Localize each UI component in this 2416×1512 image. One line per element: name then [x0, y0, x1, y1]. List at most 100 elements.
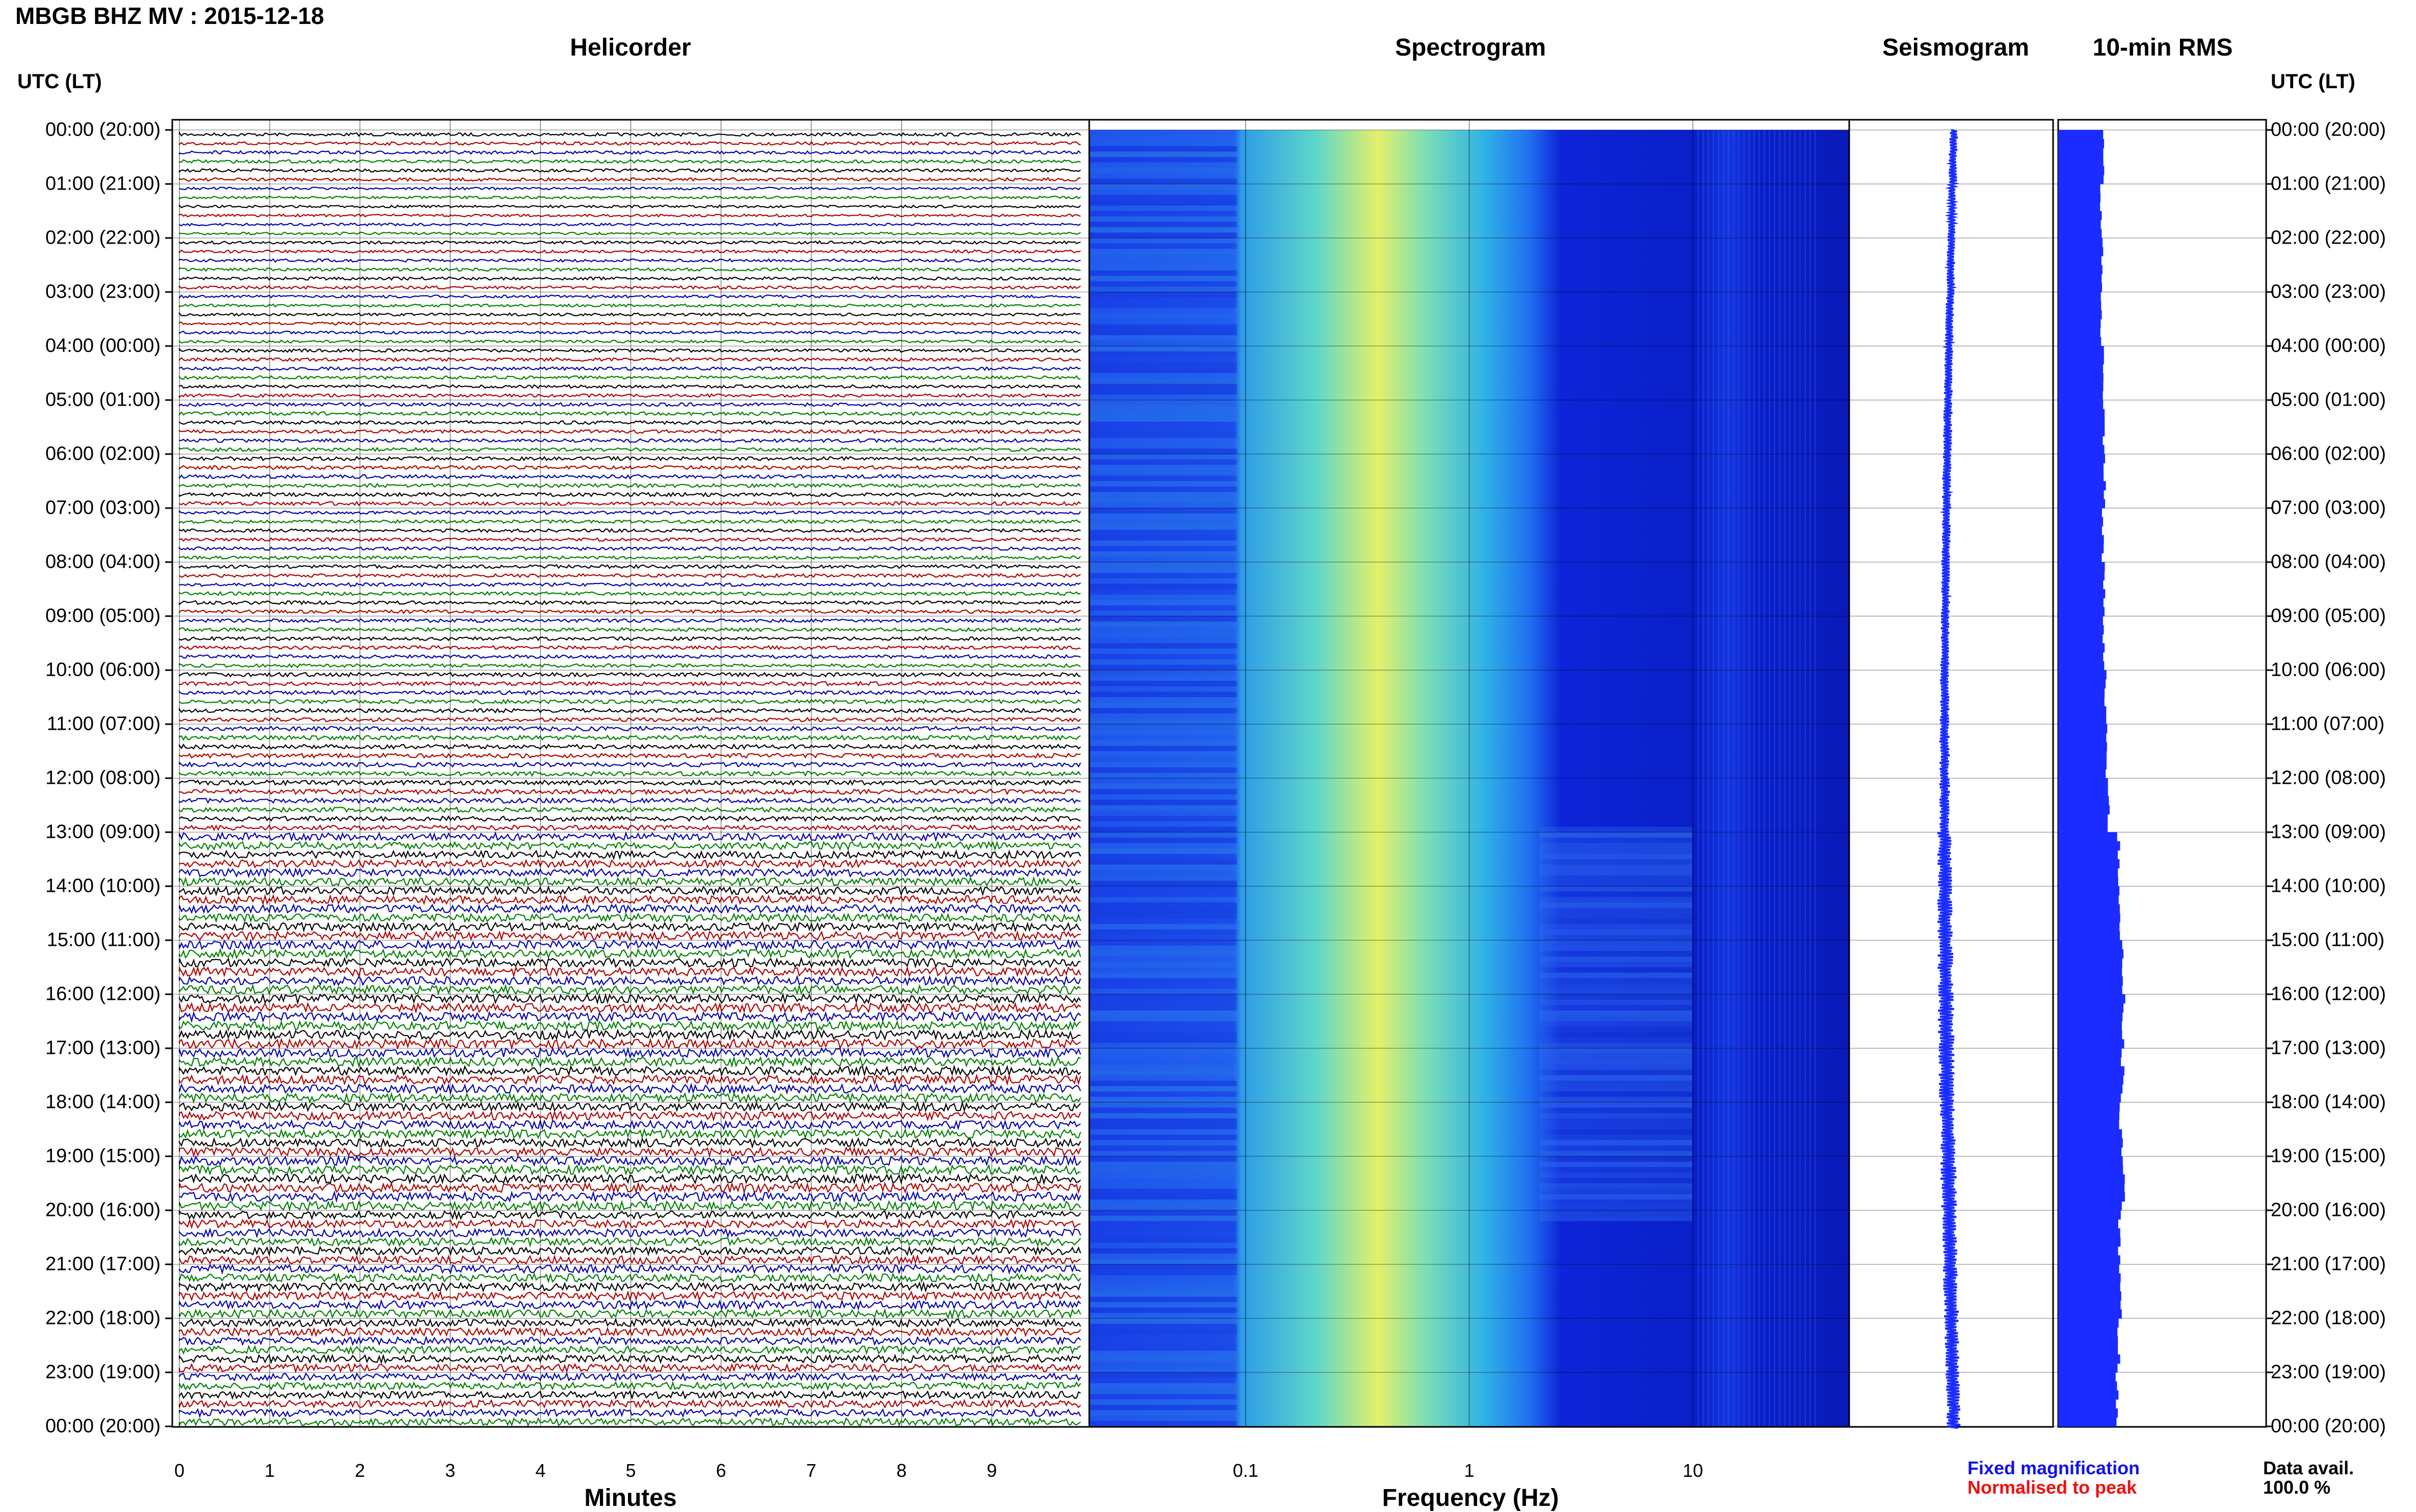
- rms-bar: [2058, 1372, 2116, 1382]
- spectrogram-cell: [1089, 621, 1237, 627]
- rms-bar: [2058, 292, 2101, 302]
- rms-bar: [2058, 346, 2104, 356]
- spectrogram-cell: [1089, 805, 1237, 811]
- time-label: 21:00 (17:00): [45, 1253, 161, 1275]
- spectrogram-cell: [1089, 783, 1237, 789]
- spectrogram-cell: [1539, 1010, 1692, 1016]
- rms-bar: [2058, 760, 2107, 770]
- spectrogram-cell: [1089, 1194, 1237, 1200]
- spectrogram-cell: [1089, 1367, 1237, 1372]
- spectrogram-cell: [1539, 1134, 1692, 1140]
- spectrogram-cell: [1089, 1269, 1237, 1276]
- spectrogram-cell: [1539, 962, 1692, 967]
- rms-bar: [2058, 490, 2104, 499]
- rms-bar: [2058, 832, 2117, 842]
- spectrogram-cell: [1089, 362, 1237, 368]
- spectrogram-cell: [1089, 929, 1237, 935]
- spectrogram-cell: [1089, 1399, 1237, 1405]
- spectrogram-cell: [1089, 583, 1237, 589]
- spectrogram-cell: [1089, 1053, 1237, 1059]
- rms-bar: [2058, 229, 2102, 238]
- spectrogram-cell: [1089, 827, 1237, 832]
- rms-bar: [2058, 850, 2118, 860]
- rms-bar: [2058, 1327, 2118, 1337]
- helicorder-trace: [178, 1001, 1081, 1014]
- rms-bar: [2058, 643, 2105, 653]
- spectrogram-cell: [1539, 945, 1692, 951]
- rms-bar: [2058, 868, 2118, 878]
- spectrogram-cell: [1089, 1372, 1237, 1378]
- spectrogram-cell: [1089, 1410, 1237, 1416]
- spectrogram-cell: [1089, 1010, 1237, 1016]
- rms-bar: [2058, 1408, 2118, 1418]
- spectrogram-cell: [1089, 265, 1237, 271]
- spectrogram-cell: [1089, 497, 1237, 503]
- spectrogram-cell: [1539, 1021, 1692, 1027]
- helicorder-trace: [178, 930, 1081, 941]
- rms-bar: [2058, 1147, 2122, 1157]
- rms-bar: [2058, 130, 2104, 140]
- spectrogram-cell: [1089, 810, 1237, 816]
- rms-bar: [2058, 742, 2107, 752]
- spectrogram-cell: [1539, 940, 1692, 946]
- rms-bar: [2058, 400, 2104, 410]
- spectrogram-cell: [1089, 519, 1237, 524]
- minute-tick-label: 4: [535, 1460, 546, 1481]
- spectrogram-cell: [1089, 891, 1237, 897]
- spectrogram-cell: [1539, 1026, 1692, 1032]
- rms-bar: [2058, 958, 2122, 968]
- spectrogram-cell: [1539, 1145, 1692, 1151]
- spectrogram-cell: [1089, 1275, 1237, 1281]
- spectrogram-cell: [1089, 1215, 1237, 1222]
- rms-bar: [2058, 1048, 2122, 1058]
- helicorder-trace: [178, 465, 1081, 470]
- rms-bar: [2058, 301, 2102, 310]
- helicorder-trace: [178, 1064, 1081, 1077]
- helicorder-trace: [178, 1290, 1081, 1302]
- rms-bar: [2058, 715, 2107, 725]
- rms-bar: [2058, 418, 2105, 428]
- spectrogram-cell: [1089, 1340, 1237, 1345]
- helicorder-trace: [178, 1119, 1081, 1131]
- spectrogram-cell: [1539, 999, 1692, 1005]
- helicorder-trace: [178, 1381, 1081, 1391]
- frequency-tick-label: 10: [1683, 1460, 1703, 1481]
- spectrogram-cell: [1089, 1113, 1237, 1119]
- rms-bar: [2058, 1201, 2122, 1211]
- helicorder-trace: [178, 1190, 1081, 1203]
- time-label: 21:00 (17:00): [2271, 1253, 2386, 1275]
- spectrogram-cell: [1539, 989, 1692, 994]
- rms-bar: [2058, 949, 2124, 959]
- spectrogram-cell: [1089, 1167, 1237, 1173]
- spectrogram-cell: [1539, 978, 1692, 984]
- spectrogram-cell: [1539, 886, 1692, 892]
- spectrogram-cell: [1089, 556, 1237, 562]
- spectrogram-cell: [1089, 697, 1237, 703]
- spectrogram-cell: [1089, 1080, 1237, 1086]
- spectrogram-line: [1733, 130, 1735, 1426]
- spectrogram-cell: [1089, 297, 1237, 303]
- rms-bar: [2058, 787, 2108, 797]
- rms-bar: [2058, 796, 2109, 806]
- rms-bar: [2058, 1192, 2125, 1202]
- time-label: 06:00 (02:00): [2271, 443, 2386, 465]
- rms-bar: [2058, 427, 2105, 437]
- rms-bar: [2058, 1390, 2119, 1400]
- helicorder-trace: [178, 393, 1081, 399]
- spectrogram-cell: [1539, 956, 1692, 962]
- spectrogram-cell: [1089, 1199, 1237, 1205]
- rms-bar: [2058, 940, 2122, 950]
- spectrogram-cell: [1089, 627, 1237, 632]
- time-label: 00:00 (20:00): [2271, 1415, 2386, 1437]
- spectrogram-cell: [1089, 1086, 1237, 1092]
- spectrogram-cell: [1539, 994, 1692, 1000]
- rms-bar: [2058, 1165, 2123, 1175]
- rms-bar: [2058, 1111, 2119, 1121]
- time-label: 12:00 (08:00): [2271, 767, 2386, 789]
- spectrogram-cell: [1089, 340, 1237, 346]
- rms-bar: [2058, 1030, 2122, 1040]
- rms-bar: [2058, 733, 2107, 742]
- rms-bar: [2058, 1273, 2121, 1283]
- spectrogram-line: [1697, 130, 1699, 1426]
- spectrogram-cell: [1089, 141, 1237, 146]
